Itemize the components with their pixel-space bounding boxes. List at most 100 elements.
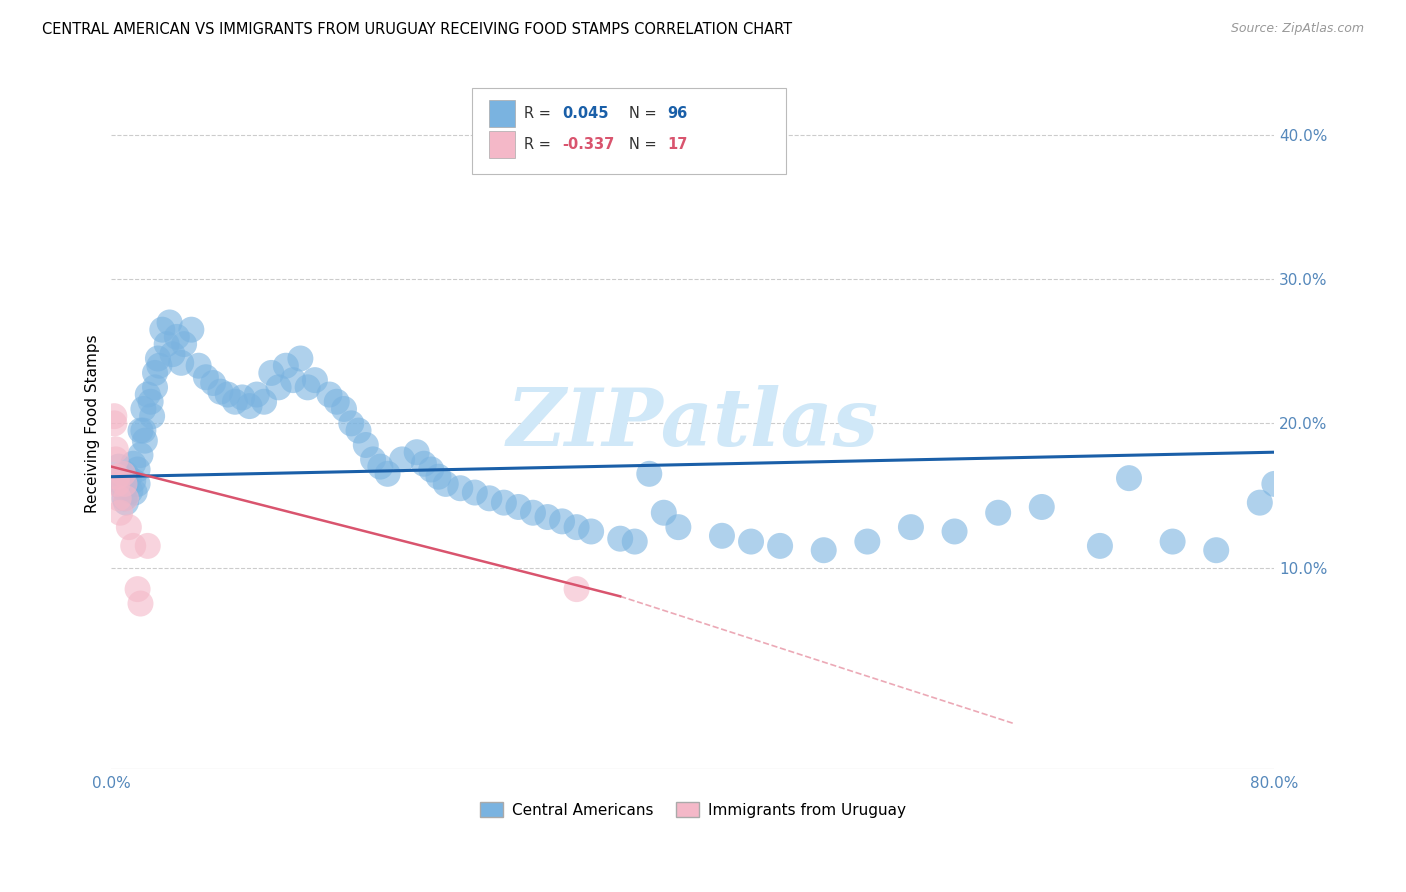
Point bbox=[112, 481, 135, 495]
Text: R =: R = bbox=[524, 137, 555, 152]
Point bbox=[740, 534, 762, 549]
Point bbox=[115, 476, 138, 491]
Point bbox=[856, 534, 879, 549]
Text: 0.045: 0.045 bbox=[562, 106, 609, 121]
Point bbox=[150, 323, 173, 337]
Text: Source: ZipAtlas.com: Source: ZipAtlas.com bbox=[1230, 22, 1364, 36]
Point bbox=[148, 359, 170, 373]
Point bbox=[209, 384, 232, 399]
Legend: Central Americans, Immigrants from Uruguay: Central Americans, Immigrants from Urugu… bbox=[474, 796, 912, 824]
Point bbox=[120, 484, 142, 499]
Text: R =: R = bbox=[524, 106, 555, 121]
Point bbox=[122, 474, 145, 488]
Point bbox=[114, 476, 136, 491]
Point bbox=[108, 506, 131, 520]
Point bbox=[253, 394, 276, 409]
Point bbox=[112, 467, 135, 481]
Point bbox=[449, 481, 471, 495]
Point bbox=[769, 539, 792, 553]
Point bbox=[813, 543, 835, 558]
Point bbox=[652, 506, 675, 520]
Point bbox=[143, 380, 166, 394]
Point bbox=[104, 442, 127, 457]
Point bbox=[162, 347, 184, 361]
Point bbox=[274, 359, 297, 373]
Point bbox=[420, 462, 443, 476]
Point bbox=[115, 467, 138, 481]
Point bbox=[124, 485, 146, 500]
Point bbox=[118, 471, 141, 485]
Point bbox=[318, 387, 340, 401]
Point bbox=[290, 351, 312, 366]
Text: ZIPatlas: ZIPatlas bbox=[506, 384, 879, 462]
Point bbox=[281, 373, 304, 387]
Point bbox=[103, 409, 125, 424]
Point bbox=[159, 316, 181, 330]
Point bbox=[115, 491, 138, 506]
Point bbox=[1263, 476, 1285, 491]
Point bbox=[134, 434, 156, 448]
Point bbox=[127, 462, 149, 476]
Point bbox=[354, 438, 377, 452]
FancyBboxPatch shape bbox=[472, 87, 786, 174]
Point bbox=[333, 401, 356, 416]
Point bbox=[579, 524, 602, 539]
Point bbox=[173, 337, 195, 351]
Point bbox=[1088, 539, 1111, 553]
Point bbox=[105, 469, 128, 483]
Point bbox=[166, 330, 188, 344]
Point bbox=[114, 491, 136, 506]
Point bbox=[136, 539, 159, 553]
Point bbox=[217, 387, 239, 401]
Point bbox=[246, 387, 269, 401]
Point bbox=[377, 467, 399, 481]
Point bbox=[146, 351, 169, 366]
Point bbox=[187, 359, 209, 373]
Point bbox=[340, 417, 363, 431]
Text: CENTRAL AMERICAN VS IMMIGRANTS FROM URUGUAY RECEIVING FOOD STAMPS CORRELATION CH: CENTRAL AMERICAN VS IMMIGRANTS FROM URUG… bbox=[42, 22, 793, 37]
Point bbox=[405, 445, 427, 459]
Point bbox=[170, 356, 193, 370]
Point bbox=[464, 485, 486, 500]
Point bbox=[103, 417, 125, 431]
Point bbox=[508, 500, 530, 514]
Point bbox=[666, 520, 689, 534]
Text: 17: 17 bbox=[668, 137, 688, 152]
Point bbox=[139, 394, 162, 409]
Point bbox=[943, 524, 966, 539]
Point bbox=[551, 515, 574, 529]
Point bbox=[638, 467, 661, 481]
Point bbox=[710, 529, 733, 543]
Point bbox=[107, 459, 129, 474]
Point bbox=[118, 520, 141, 534]
Bar bbox=[489, 100, 515, 128]
Point bbox=[115, 496, 138, 510]
Point bbox=[522, 506, 544, 520]
Point bbox=[132, 401, 155, 416]
Point bbox=[202, 376, 225, 390]
Point bbox=[122, 457, 145, 471]
Y-axis label: Receiving Food Stamps: Receiving Food Stamps bbox=[86, 334, 100, 513]
Point bbox=[129, 448, 152, 462]
Point bbox=[565, 520, 588, 534]
Point bbox=[107, 474, 129, 488]
Point bbox=[231, 391, 253, 405]
Point bbox=[141, 409, 163, 424]
Point bbox=[136, 387, 159, 401]
Point bbox=[297, 380, 319, 394]
Point bbox=[238, 399, 260, 413]
Point bbox=[1031, 500, 1053, 514]
Point bbox=[143, 366, 166, 380]
Point bbox=[536, 510, 558, 524]
Point bbox=[565, 582, 588, 596]
Point bbox=[104, 452, 127, 467]
Point bbox=[304, 373, 326, 387]
Point bbox=[107, 491, 129, 506]
Point bbox=[900, 520, 922, 534]
Point bbox=[194, 370, 217, 384]
Point bbox=[434, 476, 457, 491]
Point bbox=[127, 476, 149, 491]
Point bbox=[105, 476, 128, 491]
Point bbox=[156, 337, 179, 351]
Point bbox=[609, 532, 631, 546]
